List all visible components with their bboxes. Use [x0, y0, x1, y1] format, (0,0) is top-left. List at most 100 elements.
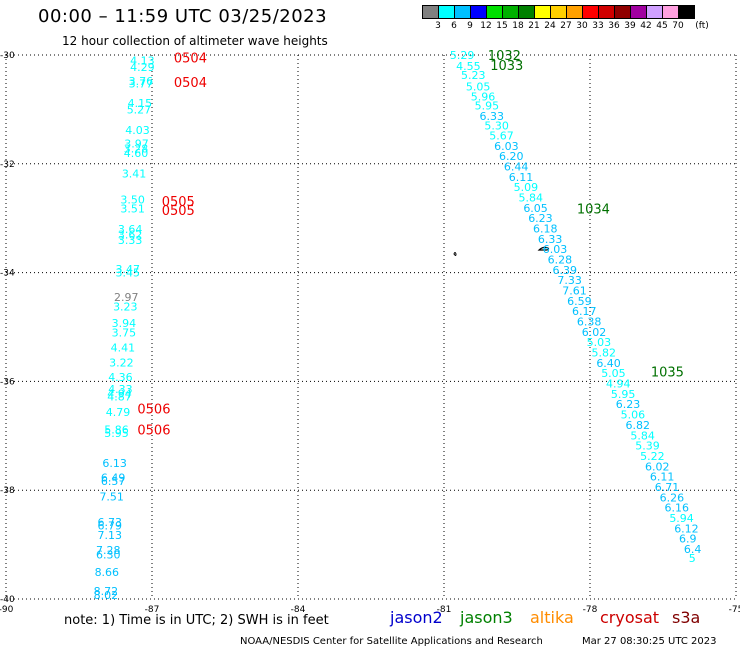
page-subtitle: 12 hour collection of altimeter wave hei…: [62, 34, 328, 48]
east-wave-height-label: 6.11: [509, 171, 534, 184]
east-wave-height-label: 5.03: [587, 336, 612, 349]
pass-time-label: 0505: [162, 195, 195, 210]
pass-time-label: 0506: [137, 423, 170, 438]
footer-note: note: 1) Time is in UTC; 2) SWH is in fe…: [64, 613, 329, 628]
west-wave-height-label: 3.47: [116, 263, 141, 276]
west-wave-height-label: 4.79: [106, 406, 130, 419]
east-wave-height-label: 6.18: [533, 223, 558, 236]
west-wave-height-label: 3.33: [118, 234, 143, 247]
east-wave-height-label: 5.09: [514, 181, 539, 194]
pass-time-label: 0504: [174, 52, 207, 67]
west-wave-height-label: 3.28: [124, 143, 149, 156]
lon-tick-label: -81: [437, 605, 452, 615]
west-wave-height-label: 3.50: [120, 194, 145, 207]
east-wave-height-label: 7.61: [562, 285, 587, 298]
east-wave-height-label: 5.39: [635, 440, 660, 453]
west-wave-height-label: 7.51: [99, 491, 124, 504]
east-wave-height-label: 6.16: [664, 502, 689, 515]
west-wave-height-label: 7.28: [96, 544, 121, 557]
lon-tick-label: -75: [729, 605, 740, 615]
east-wave-height-label: 6.12: [674, 522, 699, 535]
colorbar-swatch: [630, 5, 647, 19]
colorbar-level-label: 27: [560, 21, 572, 31]
west-wave-height-label: 6.73: [97, 516, 122, 529]
east-wave-height-label: 5.67: [489, 130, 514, 143]
island-1: [453, 252, 457, 256]
colorbar-labels: 3 6 9 12 15 18 21 24 27 30 33 36 39 42 45 70 (ft): [422, 21, 740, 33]
colorbar-level-label: 3: [435, 21, 441, 31]
east-wave-height-label: 6.4: [684, 543, 702, 556]
east-wave-height-label: 6.11: [650, 471, 675, 484]
colorbar-level-label: 36: [608, 21, 620, 31]
east-wave-height-label: 6.59: [567, 295, 592, 308]
west-wave-height-label: 6.49: [101, 472, 126, 485]
east-wave-height-label: 6.26: [660, 491, 685, 504]
colorbar-level-label: 24: [544, 21, 556, 31]
lon-tick-label: -78: [583, 605, 598, 615]
legend-altika: altika: [530, 608, 574, 627]
east-wave-height-label: 6.9: [679, 533, 697, 546]
colorbar-swatch: [438, 5, 455, 19]
colorbar-swatch: [486, 5, 503, 19]
east-wave-height-label: 6.38: [577, 316, 602, 329]
east-wave-height-label: 6.05: [523, 202, 548, 215]
east-wave-height-label: 6.40: [596, 357, 621, 370]
west-wave-height-label: 4.41: [111, 342, 136, 355]
east-wave-height-label: 6.39: [553, 264, 578, 277]
west-wave-height-label: 3.76: [129, 75, 154, 88]
colorbar-level-label: 6: [451, 21, 457, 31]
west-wave-height-label: 3.51: [120, 202, 145, 215]
east-wave-height-label: 5.82: [591, 347, 616, 360]
colorbar-swatch: [454, 5, 471, 19]
lon-tick-label: -84: [291, 605, 306, 615]
west-wave-height-label: 3.62: [118, 229, 143, 242]
east-wave-height-label: 7.33: [557, 274, 582, 287]
east-wave-height-label: 6.02: [582, 326, 607, 339]
credit-text: NOAA/NESDIS Center for Satellite Applica…: [240, 636, 543, 647]
colorbar-level-label: 12: [480, 21, 492, 31]
west-wave-height-label: 8.66: [95, 566, 120, 579]
east-track: 5.294.555.235.055.965.956.335.305.676.03…: [450, 49, 702, 565]
west-wave-height-label: 4.33: [108, 383, 133, 396]
colorbar-level-label: 15: [496, 21, 508, 31]
pass-time-label: 1033: [490, 59, 523, 74]
colorbar-level-label: 33: [592, 21, 604, 31]
west-wave-height-label: 6.79: [97, 520, 122, 533]
map-grid: [5, 54, 737, 600]
west-wave-height-label: 8.02: [94, 589, 119, 602]
east-wave-height-label: 6.03: [543, 243, 568, 256]
east-wave-height-label: 6.28: [548, 254, 573, 267]
east-wave-height-label: 5.22: [640, 450, 665, 463]
east-wave-height-label: 5.84: [518, 192, 543, 205]
east-wave-height-label: 6.82: [626, 419, 651, 432]
colorbar-swatch: [678, 5, 695, 19]
colorbar-swatch: [502, 5, 519, 19]
west-wave-height-label: 4.13: [130, 54, 155, 67]
east-wave-height-label: 5.95: [475, 100, 500, 113]
colorbar-swatch: [614, 5, 631, 19]
west-wave-height-label: 4.60: [124, 147, 149, 160]
west-wave-height-label: 3.64: [118, 223, 143, 236]
colorbar-level-label: 9: [467, 21, 473, 31]
west-wave-height-label: 4.03: [125, 124, 150, 137]
west-wave-height-label: 3.45: [116, 267, 141, 280]
west-wave-height-label: 4.36: [108, 371, 133, 384]
east-wave-height-label: 6.33: [480, 110, 505, 123]
east-wave-height-label: 6.71: [655, 481, 680, 494]
west-wave-height-label: 4.29: [130, 61, 155, 74]
east-wave-height-label: 5: [689, 552, 696, 565]
west-wave-height-label: 3.75: [112, 326, 136, 339]
timestamp: Mar 27 08:30:25 UTC 2023: [582, 636, 717, 647]
west-wave-height-label: 6.30: [96, 548, 121, 561]
west-wave-height-label: 8.72: [94, 585, 119, 598]
colorbar-swatch: [646, 5, 663, 19]
pass-time-label: 0505: [162, 204, 195, 219]
west-wave-height-label: 3.41: [122, 168, 146, 181]
colorbar-level-label: 45: [656, 21, 668, 31]
island-2: [537, 246, 550, 251]
west-wave-height-label: 5.27: [127, 103, 151, 116]
lat-tick-label: -34: [0, 269, 15, 279]
lat-tick-label: -38: [0, 486, 15, 496]
east-wave-height-label: 5.84: [630, 429, 655, 442]
